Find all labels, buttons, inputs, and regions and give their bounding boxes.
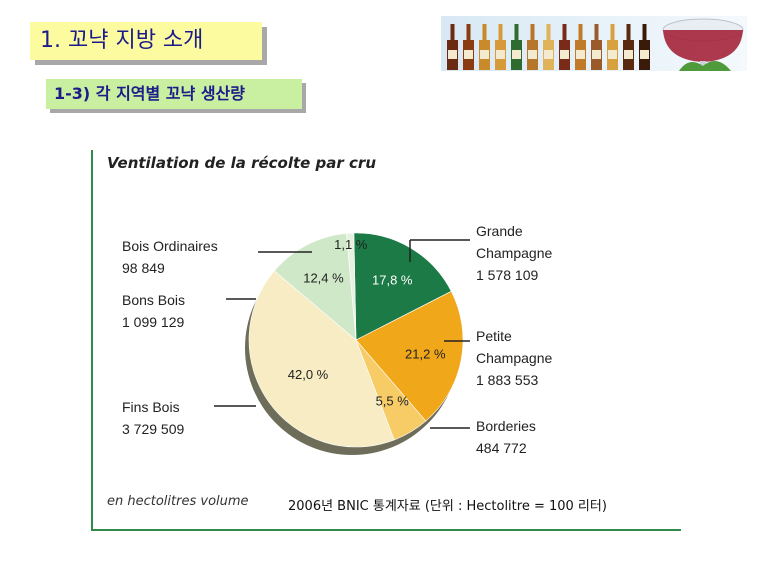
bottle-neck — [546, 24, 551, 41]
bottle-neck — [514, 24, 519, 41]
source-note: 2006년 BNIC 통계자료 (단위 : Hectolitre = 100 리… — [288, 499, 607, 514]
bottle-neck — [482, 24, 487, 41]
bottle-label — [496, 50, 505, 59]
slice-value-label: 1 099 129 — [122, 314, 184, 330]
pie-percent-label: 17,8 % — [372, 272, 413, 287]
bottle-neck — [626, 24, 631, 41]
pie-percent-label: 1,1 % — [334, 237, 368, 252]
bottle-neck — [594, 24, 599, 41]
bottle-label — [464, 50, 473, 59]
bottle-neck — [610, 24, 615, 41]
bottle-label — [528, 50, 537, 59]
page-title: 1. 꼬냑 지방 소개 — [30, 22, 262, 60]
pie-percent-label: 21,2 % — [405, 347, 446, 362]
bottle-label — [560, 50, 569, 59]
bottle-label — [480, 50, 489, 59]
pie-slice-petite-champagne — [355, 290, 464, 422]
slice-value-label: 484 772 — [476, 440, 527, 456]
bottle-label — [624, 50, 633, 59]
bottle-neck — [466, 24, 471, 41]
chart-title: Ventilation de la récolte par cru — [107, 154, 377, 172]
slice-name-label: Bois Ordinaires — [122, 238, 218, 254]
slice-value-label: 98 849 — [122, 260, 165, 276]
slice-name-label: Grande — [476, 223, 523, 239]
section-subtitle: 1-3) 각 지역별 꼬냑 생산량 — [46, 79, 302, 109]
chart-frame — [91, 150, 681, 531]
pie-slice-fins-bois — [248, 270, 395, 448]
bottle-neck — [530, 24, 535, 41]
bottle-label — [544, 50, 553, 59]
unit-note: en hectolitres volume — [107, 494, 249, 509]
bottle-neck — [642, 24, 647, 41]
bottle-neck — [498, 24, 503, 41]
bottles-illustration — [447, 18, 744, 71]
pie-percent-label: 12,4 % — [303, 270, 344, 285]
pie-slice-bons-bois — [273, 233, 357, 341]
slice-value-label: 3 729 509 — [122, 421, 184, 437]
bottle-label — [592, 50, 601, 59]
pie-slice-grande-champagne — [353, 232, 452, 341]
bottle-neck — [578, 24, 583, 41]
bottle-label — [576, 50, 585, 59]
slice-name-label: Petite — [476, 328, 512, 344]
bottle-label — [448, 50, 457, 59]
pie-slice-bois-ordinaires — [346, 232, 357, 341]
slice-name-label: Fins Bois — [122, 399, 180, 415]
slice-name-label: Champagne — [476, 245, 552, 261]
pie-percent-label: 42,0 % — [288, 367, 329, 382]
slice-name-label: Champagne — [476, 350, 552, 366]
slice-name-label: Bons Bois — [122, 292, 185, 308]
bottle-label — [640, 50, 649, 59]
bottle-label — [608, 50, 617, 59]
banner-image — [441, 16, 747, 71]
slice-value-label: 1 578 109 — [476, 267, 538, 283]
bottle-neck — [450, 24, 455, 41]
bottle-label — [512, 50, 521, 59]
bottle-neck — [562, 24, 567, 41]
slice-value-label: 1 883 553 — [476, 372, 538, 388]
slice-name-label: Borderies — [476, 418, 536, 434]
pie-percent-label: 5,5 % — [376, 394, 410, 409]
